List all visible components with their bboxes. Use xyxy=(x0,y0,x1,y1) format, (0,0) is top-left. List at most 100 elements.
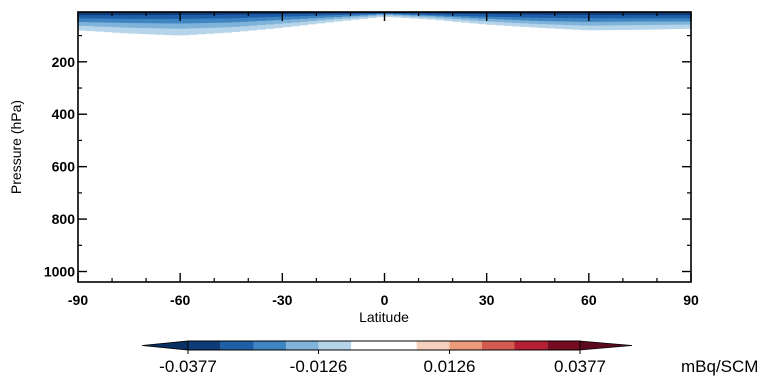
field-cell xyxy=(588,12,598,19)
field-cell xyxy=(682,12,692,16)
field-cell xyxy=(520,12,530,15)
field-cell xyxy=(197,12,207,15)
field-cell xyxy=(478,12,488,15)
labels-layer: -90 -60 -30 0 30 60 90 200 400 600 800 1000 xyxy=(44,54,699,308)
colorbar-segment xyxy=(188,341,221,350)
field-cell xyxy=(307,12,317,14)
field-cell xyxy=(435,12,445,14)
field-cell xyxy=(495,12,505,17)
field-cell xyxy=(154,12,164,15)
field-cell xyxy=(86,12,96,19)
x-tick-label: 30 xyxy=(479,292,495,308)
field-cell xyxy=(461,12,471,14)
field-cell xyxy=(316,12,326,14)
y-tick-label: 200 xyxy=(52,54,76,70)
field-cell xyxy=(495,12,505,15)
plot-frame xyxy=(77,11,692,283)
field-cell xyxy=(265,12,275,15)
field-cell xyxy=(469,12,479,14)
field-cell xyxy=(656,12,666,16)
field-cell xyxy=(614,12,624,19)
field-cell xyxy=(537,12,547,18)
field-cell xyxy=(580,12,590,15)
field-cell xyxy=(673,12,683,16)
field-cell xyxy=(188,12,198,19)
field-cell xyxy=(546,12,556,15)
field-cell xyxy=(563,12,573,15)
field-cell xyxy=(171,12,181,19)
colorbar-segment xyxy=(416,341,450,350)
field-cell xyxy=(282,12,292,15)
field-cell xyxy=(452,12,462,14)
field-cell xyxy=(512,12,522,15)
field-cell xyxy=(563,12,573,19)
field-cell xyxy=(239,12,249,15)
field-cell xyxy=(452,12,462,16)
field-cell xyxy=(112,12,121,16)
colorbar: -0.0377 -0.0126 0.0126 0.0377 xyxy=(141,340,633,376)
field-cell xyxy=(222,12,232,19)
field-cell xyxy=(112,12,121,19)
x-tick-label: -60 xyxy=(170,292,190,308)
field-cell xyxy=(137,12,147,19)
field-cell xyxy=(120,12,130,19)
field-cell xyxy=(554,12,564,18)
field-cell xyxy=(214,12,224,19)
field-cell xyxy=(622,12,632,16)
field-cell xyxy=(222,12,232,15)
x-axis-title: Latitude xyxy=(359,309,409,325)
colorbar-frame xyxy=(187,340,581,351)
field-cell xyxy=(503,12,513,15)
field-cell xyxy=(231,12,241,15)
field-cell xyxy=(137,12,147,16)
field-cell xyxy=(324,12,334,16)
field-cell xyxy=(529,12,539,15)
field-cell xyxy=(282,12,292,17)
field-cell xyxy=(554,12,564,15)
field-cell xyxy=(256,12,266,15)
field-cell xyxy=(324,12,334,14)
field-cell xyxy=(163,12,173,15)
field-cell xyxy=(597,12,607,19)
colorbar-segment xyxy=(514,341,548,350)
field-cell xyxy=(273,12,283,17)
field-cell xyxy=(171,12,181,15)
field-cell xyxy=(461,12,471,17)
field-cell xyxy=(316,12,326,16)
field-cell xyxy=(120,12,130,16)
field-cell xyxy=(512,12,522,18)
field-cell xyxy=(444,12,454,16)
field-cell xyxy=(265,12,275,18)
colorbar-segment xyxy=(318,341,352,350)
field-cell xyxy=(129,12,138,16)
field-cell xyxy=(503,12,513,18)
colorbar-segment xyxy=(449,341,482,350)
field-cell xyxy=(103,12,113,16)
field-cell xyxy=(239,12,249,18)
field-cell xyxy=(273,12,283,15)
field-cell xyxy=(299,12,309,17)
field-cell xyxy=(163,12,173,19)
field-cell xyxy=(580,12,590,19)
field-cell xyxy=(290,12,300,14)
colorbar-unit-label: mBq/SCM xyxy=(681,357,758,376)
field-cell xyxy=(95,12,104,19)
y-axis-title: Pressure (hPa) xyxy=(8,100,24,194)
field-cell xyxy=(299,12,309,14)
field-cell xyxy=(520,12,530,18)
field-cell xyxy=(146,12,156,16)
colorbar-tick-label: -0.0377 xyxy=(159,357,217,376)
x-tick-label: 0 xyxy=(381,292,389,308)
field-cell xyxy=(78,12,87,19)
field-cell xyxy=(537,12,547,15)
field-cell xyxy=(588,12,598,15)
field-cell xyxy=(248,12,258,15)
field-cell xyxy=(307,12,317,16)
field-cell xyxy=(665,12,675,16)
colorbar-segment xyxy=(253,341,287,350)
ticks-layer xyxy=(77,12,692,282)
colorbar-tick-label: 0.0126 xyxy=(424,357,476,376)
field-cell xyxy=(256,12,266,18)
